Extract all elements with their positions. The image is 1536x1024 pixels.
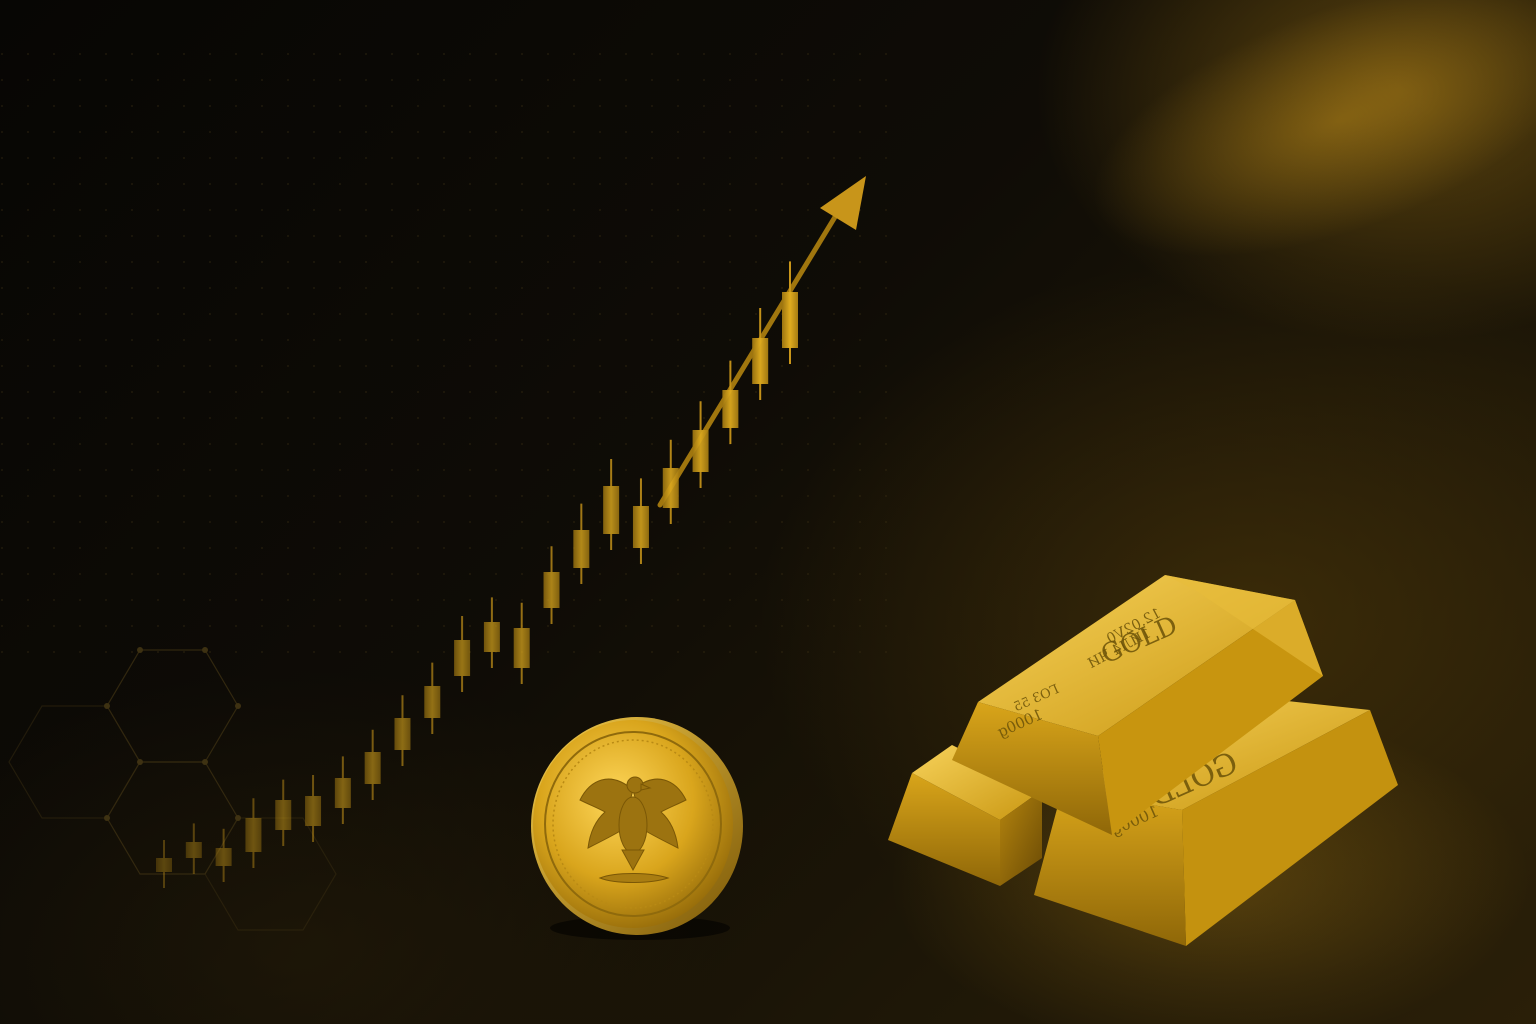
candle <box>573 503 590 584</box>
candle-body <box>752 338 769 384</box>
candle <box>752 308 769 400</box>
gold-coin <box>531 717 743 940</box>
candle-body <box>543 572 560 608</box>
candle-body <box>573 530 590 568</box>
dot-grid <box>0 40 900 660</box>
light-haze <box>1092 0 1536 257</box>
candle <box>245 798 262 868</box>
candle <box>543 546 560 624</box>
candle <box>632 478 649 564</box>
candle <box>483 597 500 668</box>
candle-body <box>662 468 679 508</box>
candle <box>156 840 172 888</box>
gold-bar-left <box>888 745 1042 886</box>
gold-bar-front: 12.02V0 1ИЛ4 ЧИ GOLD ГОЗ 55 1000g <box>952 575 1323 835</box>
candle-body <box>483 622 500 652</box>
candle-body <box>782 292 798 348</box>
candle <box>782 261 798 364</box>
candle-body <box>185 842 202 858</box>
candle-body <box>305 796 322 826</box>
candle-body <box>215 848 232 866</box>
candle <box>305 775 322 842</box>
candle <box>275 779 292 846</box>
candle-body <box>692 430 709 472</box>
candle <box>215 828 232 882</box>
candle-body <box>424 686 441 718</box>
candle-body <box>454 640 471 676</box>
candle-body <box>722 390 739 428</box>
candle-body <box>275 800 292 830</box>
candle-body <box>364 752 381 784</box>
candle <box>692 401 709 488</box>
candle-body <box>603 486 620 534</box>
candle <box>185 823 202 874</box>
trend-arrow <box>657 176 866 508</box>
arrow-head-icon <box>820 176 866 230</box>
candle <box>662 439 679 524</box>
candle <box>394 695 411 766</box>
candle-body <box>513 628 530 668</box>
candle-body <box>394 718 411 750</box>
candle-body <box>245 818 262 852</box>
candle <box>722 360 739 444</box>
candle <box>424 662 441 734</box>
candle <box>603 459 620 550</box>
hexagon-network <box>8 647 337 931</box>
candle <box>513 602 530 684</box>
candle <box>364 729 381 800</box>
candlestick-series <box>156 261 798 888</box>
candle-body <box>156 858 172 872</box>
candle <box>334 756 351 824</box>
eagle-icon <box>579 776 687 883</box>
candle <box>454 616 471 692</box>
candle-body <box>334 778 351 808</box>
candle-body <box>632 506 649 548</box>
